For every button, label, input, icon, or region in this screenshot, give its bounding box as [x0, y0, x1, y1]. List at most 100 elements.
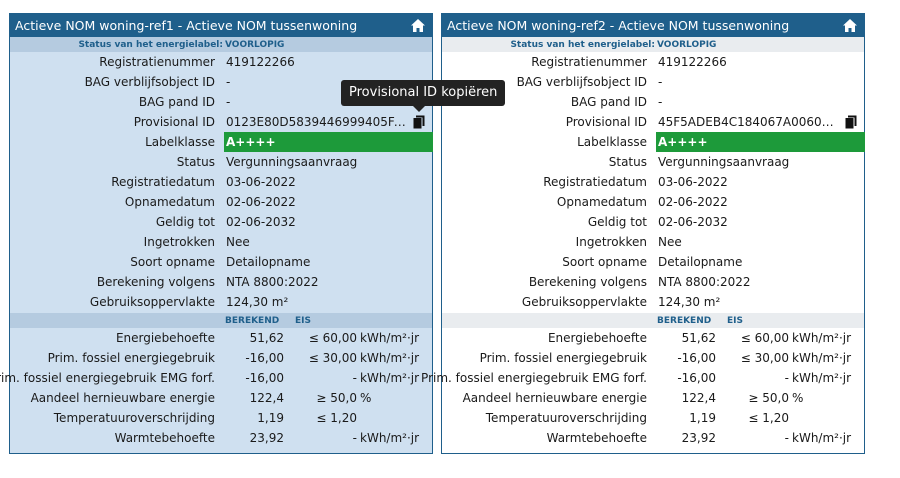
- energy-row: Aandeel hernieuwbare energie 122,4 ≥ 50,0%: [442, 388, 864, 408]
- row-ingetrokken: Ingetrokken Nee: [442, 232, 864, 252]
- field-value: 124,30 m²: [226, 295, 289, 309]
- row-geldig-tot: Geldig tot 02-06-2032: [10, 212, 432, 232]
- energy-label: Prim. fossiel energiegebruik: [479, 351, 647, 365]
- field-value: 02-06-2022: [658, 195, 728, 209]
- row-registratiedatum: Registratiedatum 03-06-2022: [442, 172, 864, 192]
- field-label: Registratienummer: [531, 55, 647, 69]
- energy-row: Warmtebehoefte 23,92 - kWh/m²·jr: [10, 428, 432, 448]
- field-label: Soort opname: [130, 255, 215, 269]
- energy-row: Prim. fossiel energiegebruik -16,00 ≤ 30,0…: [442, 348, 864, 368]
- energy-eis: ≥ 50,0: [316, 391, 357, 405]
- energy-label-panel-ref2: Actieve NOM woning-ref2 - Actieve NOM tu…: [421, 13, 865, 454]
- tooltip-text: Provisional ID kopiëren: [349, 85, 498, 100]
- energy-eis: ≤ 1,20: [316, 411, 357, 425]
- energy-label: Warmtebehoefte: [546, 431, 647, 445]
- field-label: BAG verblijfsobject ID: [84, 75, 215, 89]
- energy-eis: ≤ 60,00: [740, 331, 789, 345]
- field-value: 419122266: [658, 55, 727, 69]
- energy-eis: ≤ 60,00: [308, 331, 357, 345]
- energy-eis: ≤ 30,00: [740, 351, 789, 365]
- row-registratiedatum: Registratiedatum 03-06-2022: [10, 172, 432, 192]
- field-label: Gebruiksoppervlakte: [89, 295, 215, 309]
- field-label: Status: [176, 155, 215, 169]
- field-label: Opnamedatum: [556, 195, 647, 209]
- field-value: 02-06-2032: [658, 215, 728, 229]
- energy-berekend: -16,00: [677, 371, 716, 385]
- status-band: Status van het energielabel: VOORLOPIG: [10, 37, 432, 52]
- energy-berekend: -16,00: [677, 351, 716, 365]
- field-label: Berekening volgens: [96, 275, 215, 289]
- row-soort-opname: Soort opname Detailopname: [10, 252, 432, 272]
- row-berekening-volgens: Berekening volgens NTA 8800:2022: [10, 272, 432, 292]
- energy-eis: ≥ 50,0: [748, 391, 789, 405]
- row-ingetrokken: Ingetrokken Nee: [10, 232, 432, 252]
- field-label: Geldig tot: [155, 215, 215, 229]
- energy-berekend: 122,4: [681, 391, 716, 405]
- field-label: Provisional ID: [565, 115, 647, 129]
- energy-eis: ≤ 30,00: [308, 351, 357, 365]
- row-berekening-volgens: Berekening volgens NTA 8800:2022: [442, 272, 864, 292]
- field-value: 124,30 m²: [658, 295, 721, 309]
- energy-row: Prim. fossiel energiegebruik EMG forf. -1…: [421, 368, 864, 388]
- row-labelklasse: Labelklasse A++++: [10, 132, 433, 152]
- energy-label: Aandeel hernieuwbare energie: [462, 391, 647, 405]
- copy-icon[interactable]: [845, 115, 857, 129]
- column-header-berekend: BEREKEND: [657, 316, 712, 326]
- row-opnamedatum: Opnamedatum 02-06-2022: [10, 192, 432, 212]
- energy-row: Temperatuuroverschrijding 1,19 ≤ 1,20: [10, 408, 432, 428]
- panel-title: Actieve NOM woning-ref1 - Actieve NOM tu…: [15, 18, 358, 33]
- energy-unit: kWh/m²·jr: [792, 431, 852, 445]
- panel-header: Actieve NOM woning-ref1 - Actieve NOM tu…: [10, 14, 432, 37]
- field-value: NTA 8800:2022: [226, 275, 319, 289]
- field-label: BAG verblijfsobject ID: [516, 75, 647, 89]
- field-value: Detailopname: [226, 255, 311, 269]
- energy-label: Energiebehoefte: [115, 331, 215, 345]
- field-label: Geldig tot: [587, 215, 647, 229]
- energy-berekend: -16,00: [245, 371, 284, 385]
- row-gebruiksoppervlakte: Gebruiksoppervlakte 124,30 m²: [10, 292, 432, 312]
- energy-berekend: 51,62: [681, 331, 716, 345]
- home-icon[interactable]: [842, 18, 858, 33]
- energy-row: Aandeel hernieuwbare energie 122,4 ≥ 50,0%: [10, 388, 432, 408]
- row-bag-verblijfsobject-id: BAG verblijfsobject ID -: [442, 72, 864, 92]
- field-label: Ingetrokken: [143, 235, 215, 249]
- field-value: 419122266: [226, 55, 295, 69]
- column-header-eis: EIS: [727, 316, 743, 326]
- energy-eis: ≤ 1,20: [748, 411, 789, 425]
- field-value: -: [658, 75, 663, 89]
- label-class-badge: A++++: [224, 132, 433, 152]
- copy-icon[interactable]: [413, 115, 425, 129]
- energy-unit: kWh/m²·jr: [792, 331, 852, 345]
- status-label: Status van het energielabel:: [510, 40, 655, 50]
- energy-row: Prim. fossiel energiegebruik -16,00 ≤ 30,0…: [10, 348, 432, 368]
- label-class-badge: A++++: [656, 132, 865, 152]
- field-label: Berekening volgens: [528, 275, 647, 289]
- energy-eis: -: [352, 431, 357, 445]
- energy-label: Prim. fossiel energiegebruik: [47, 351, 215, 365]
- field-value: Vergunningsaanvraag: [658, 155, 790, 169]
- field-value: 03-06-2022: [658, 175, 728, 189]
- energy-berekend: 122,4: [249, 391, 284, 405]
- field-value: 02-06-2032: [226, 215, 296, 229]
- field-value: 0123E80D5839446999405FA4C...: [226, 115, 406, 129]
- energy-unit: %: [792, 391, 804, 405]
- energy-unit: kWh/m²·jr: [360, 351, 420, 365]
- field-value: NTA 8800:2022: [658, 275, 751, 289]
- energy-row: Prim. fossiel energiegebruik EMG forf. -1…: [0, 368, 432, 388]
- energy-berekend: 1,19: [689, 411, 716, 425]
- row-bag-pand-id: BAG pand ID -: [10, 92, 432, 112]
- row-geldig-tot: Geldig tot 02-06-2032: [442, 212, 864, 232]
- panel-title: Actieve NOM woning-ref2 - Actieve NOM tu…: [447, 18, 790, 33]
- energy-unit: kWh/m²·jr: [360, 431, 420, 445]
- energy-label: Aandeel hernieuwbare energie: [30, 391, 215, 405]
- field-label: Soort opname: [562, 255, 647, 269]
- row-bag-pand-id: BAG pand ID -: [442, 92, 864, 112]
- energy-unit: kWh/m²·jr: [360, 331, 420, 345]
- field-label: Gebruiksoppervlakte: [521, 295, 647, 309]
- copy-tooltip: Provisional ID kopiëren: [341, 80, 506, 112]
- home-icon[interactable]: [410, 18, 426, 33]
- field-label: Labelklasse: [145, 135, 215, 149]
- energy-berekend: -16,00: [245, 351, 284, 365]
- energy-unit: kWh/m²·jr: [360, 371, 420, 385]
- field-value: Vergunningsaanvraag: [226, 155, 358, 169]
